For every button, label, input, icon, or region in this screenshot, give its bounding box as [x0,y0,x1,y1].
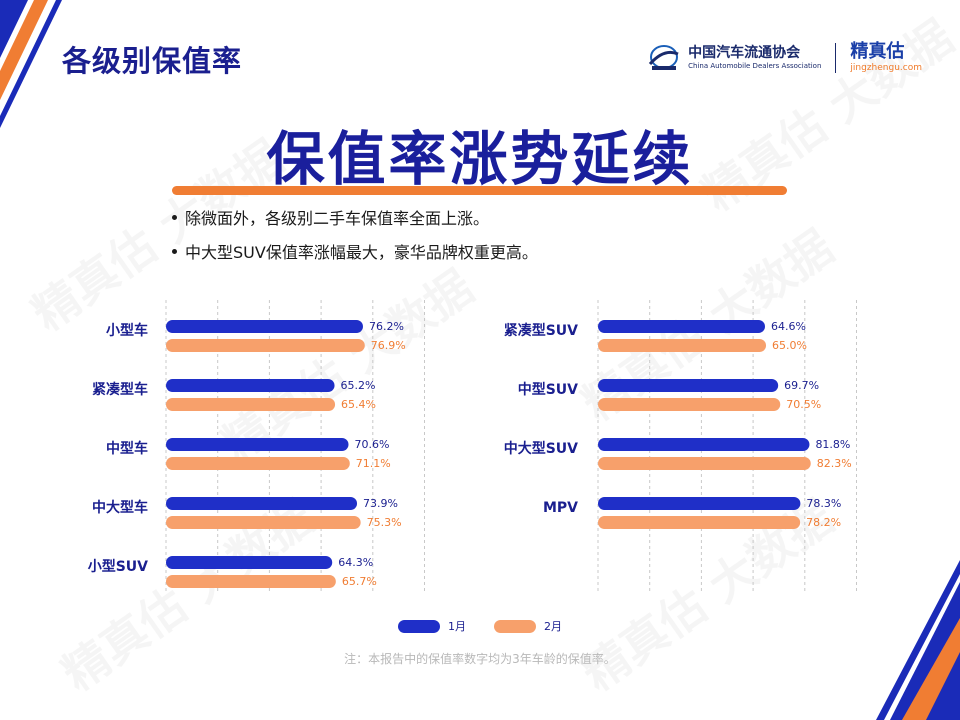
category-label: 中型SUV [518,381,578,398]
data-label: 70.5% [786,398,821,411]
legend-swatch-jan [398,619,440,633]
brand-name-cn: 精真估 [850,41,905,62]
legend-item-jan: 1月 [398,618,466,634]
legend-item-feb: 2月 [494,618,562,634]
category-label: 中大型SUV [504,440,578,457]
bullet-item: 中大型SUV保值率涨幅最大，豪华品牌权重更高。 [172,242,538,276]
data-label: 64.3% [338,556,373,569]
data-label: 75.3% [367,516,402,529]
bar-feb [598,457,811,470]
bar-jan [598,438,810,451]
category-label: 中型车 [106,440,148,457]
corner-decoration-bottom-right [876,560,960,720]
watermark: 精真估 大数据 [567,482,844,704]
legend-swatch-feb [494,619,536,633]
bullet-dot-icon [172,249,177,254]
data-label: 69.7% [784,379,819,392]
association-logo: 中国汽车流通协会 China Automobile Dealers Associ… [646,44,821,72]
data-label: 65.7% [342,575,377,588]
logo-divider [835,43,837,73]
chart-legend: 1月 2月 [0,618,960,634]
brand-url: jingzhengu.com [850,63,922,73]
bullet-dot-icon [172,215,177,220]
data-label: 73.9% [363,497,398,510]
category-label: 小型车 [106,322,148,339]
association-name-en: China Automobile Dealers Association [688,62,822,70]
data-label: 81.8% [815,438,850,451]
watermark: 精真估 大数据 [567,212,844,434]
watermark: 精真估 大数据 [207,252,484,474]
association-name-cn: 中国汽车流通协会 [688,45,801,61]
category-label: 紧凑型车 [92,381,148,398]
category-label: 小型SUV [88,558,148,575]
bullet-item: 除微面外，各级别二手车保值率全面上涨。 [172,208,538,242]
data-label: 65.0% [772,339,807,352]
page-title: 各级别保值率 [62,44,243,78]
watermark: 精真估 大数据 [47,482,324,704]
data-label: 82.3% [817,457,852,470]
footnote: 注：本报告中的保值率数字均为3年车龄的保值率。 [344,652,616,666]
data-label: 64.6% [771,320,806,333]
association-emblem-icon [648,45,679,70]
category-label: 中大型车 [92,499,148,516]
data-label: 71.1% [356,457,391,470]
logo-area: 中国汽车流通协会 China Automobile Dealers Associ… [646,42,922,74]
headline: 保值率涨势延续 [266,125,694,193]
headline-underline [172,186,787,195]
category-label: 紧凑型SUV [504,322,578,339]
brand-logo: 精真估 jingzhengu.com [850,42,922,74]
corner-decoration-top-left [0,0,62,128]
data-label: 70.6% [355,438,390,451]
bullet-list: 除微面外，各级别二手车保值率全面上涨。 中大型SUV保值率涨幅最大，豪华品牌权重… [172,208,538,276]
category-label: MPV [543,500,578,516]
